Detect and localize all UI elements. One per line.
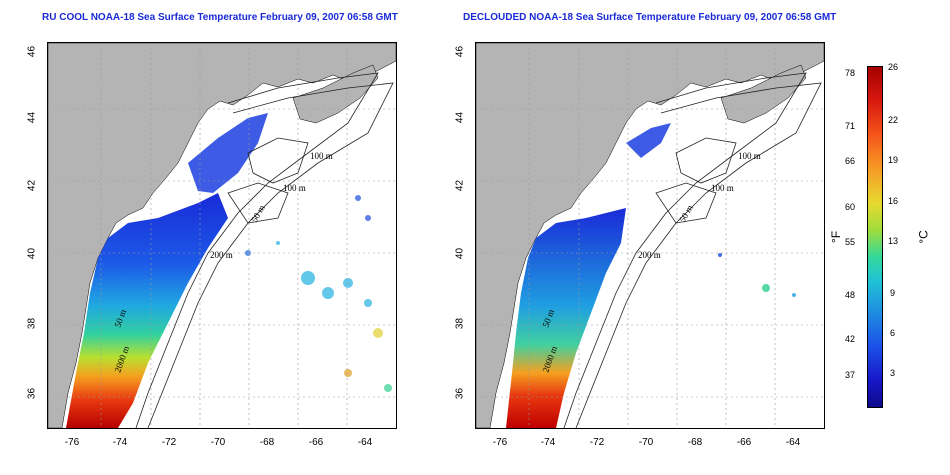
y-tick-label: 36 [454, 387, 466, 400]
celsius-tick: 9 [890, 288, 896, 298]
fahrenheit-unit-label: °F [829, 230, 844, 244]
celsius-tick: 13 [888, 236, 899, 246]
y-tick-label: 44 [26, 111, 38, 124]
y-tick-label: 40 [26, 247, 38, 260]
temperature-colorbar [867, 66, 883, 408]
y-tick-label: 46 [26, 45, 38, 58]
celsius-tick: 3 [890, 368, 896, 378]
fahrenheit-tick: 37 [845, 370, 856, 380]
sst-coastal-band [66, 193, 228, 428]
x-tick-label: -76 [64, 437, 80, 448]
contour-label: 200 m [210, 250, 233, 260]
contour-label: 100 m [283, 183, 306, 193]
sst-gulf-maine [626, 123, 671, 158]
land-mass [48, 43, 396, 428]
x-tick-label: -74 [540, 437, 556, 448]
y-tick-label: 42 [26, 179, 38, 192]
fahrenheit-tick: 55 [845, 237, 856, 247]
celsius-tick: 16 [888, 196, 899, 206]
celsius-tick: 19 [888, 155, 899, 165]
y-tick-label: 38 [26, 317, 38, 330]
celsius-tick: 26 [888, 62, 899, 72]
fahrenheit-tick: 66 [845, 156, 856, 166]
right-map-title: DECLOUDED NOAA-18 Sea Surface Temperatur… [463, 12, 837, 23]
celsius-tick: 6 [890, 328, 896, 338]
x-tick-label: -74 [112, 437, 128, 448]
x-tick-label: -72 [589, 437, 605, 448]
contour-label: 100 m [738, 151, 761, 161]
bathymetry-contours [135, 72, 394, 428]
x-tick-label: -72 [161, 437, 177, 448]
y-tick-label: 38 [454, 317, 466, 330]
x-tick-label: -64 [785, 437, 801, 448]
x-tick-label: -68 [259, 437, 275, 448]
left-map-title: RU COOL NOAA-18 Sea Surface Temperature … [42, 12, 398, 23]
x-tick-label: -70 [210, 437, 226, 448]
land-mass [476, 43, 824, 428]
fahrenheit-tick: 42 [845, 334, 856, 344]
celsius-tick: 22 [888, 115, 899, 125]
fahrenheit-tick: 48 [845, 290, 856, 300]
x-tick-label: -70 [638, 437, 654, 448]
x-tick-label: -66 [736, 437, 752, 448]
y-tick-label: 36 [26, 387, 38, 400]
celsius-unit-label: °C [916, 230, 931, 244]
y-tick-label: 44 [454, 111, 466, 124]
fahrenheit-tick: 71 [845, 121, 856, 131]
y-tick-label: 46 [454, 45, 466, 58]
sst-gulf-maine [188, 113, 268, 193]
x-tick-label: -68 [687, 437, 703, 448]
sst-scatter [245, 195, 392, 392]
left-map-graphic: 100 m 100 m 50 m 200 m 50 m 2000 m [48, 43, 396, 428]
contour-label: 100 m [711, 183, 734, 193]
bathymetry-contours [563, 72, 822, 428]
right-sst-map: 100 m 100 m 50 m 200 m 50 m 2000 m [475, 42, 825, 429]
left-sst-map: 100 m 100 m 50 m 200 m 50 m 2000 m [47, 42, 397, 429]
contour-label: 100 m [310, 151, 333, 161]
fahrenheit-tick: 60 [845, 202, 856, 212]
right-map-graphic: 100 m 100 m 50 m 200 m 50 m 2000 m [476, 43, 824, 428]
sst-scatter [718, 253, 796, 297]
contour-label: 200 m [638, 250, 661, 260]
x-tick-label: -66 [308, 437, 324, 448]
y-tick-label: 42 [454, 179, 466, 192]
sst-coastal-band [506, 208, 626, 428]
x-tick-label: -76 [492, 437, 508, 448]
fahrenheit-tick: 78 [845, 68, 856, 78]
y-tick-label: 40 [454, 247, 466, 260]
x-tick-label: -64 [357, 437, 373, 448]
